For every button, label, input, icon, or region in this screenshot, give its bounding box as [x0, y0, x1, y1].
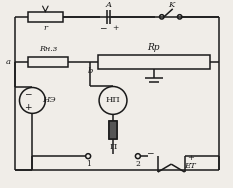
- Text: 2: 2: [135, 160, 140, 168]
- Text: A: A: [106, 1, 112, 9]
- Text: 1: 1: [86, 160, 91, 168]
- Bar: [28, 57, 68, 67]
- Text: НП: НП: [106, 96, 120, 104]
- Bar: [109, 121, 117, 139]
- Text: +: +: [187, 154, 194, 162]
- Text: r: r: [43, 24, 47, 32]
- Text: b: b: [87, 67, 93, 75]
- Text: +: +: [112, 24, 118, 32]
- Text: −: −: [99, 23, 107, 32]
- Bar: [98, 55, 209, 69]
- Text: Rр: Rр: [147, 43, 160, 52]
- Circle shape: [99, 86, 127, 114]
- Bar: [109, 121, 117, 139]
- Text: Rн.з: Rн.з: [39, 45, 57, 53]
- Text: a: a: [6, 58, 11, 66]
- Circle shape: [20, 87, 45, 113]
- Text: НЭ: НЭ: [42, 96, 56, 104]
- Text: П: П: [109, 143, 117, 151]
- Text: +: +: [24, 103, 31, 112]
- Text: −: −: [146, 149, 154, 158]
- Bar: [28, 12, 63, 22]
- Text: K: K: [169, 1, 175, 9]
- Text: −: −: [24, 89, 31, 98]
- Text: EТ: EТ: [184, 162, 195, 170]
